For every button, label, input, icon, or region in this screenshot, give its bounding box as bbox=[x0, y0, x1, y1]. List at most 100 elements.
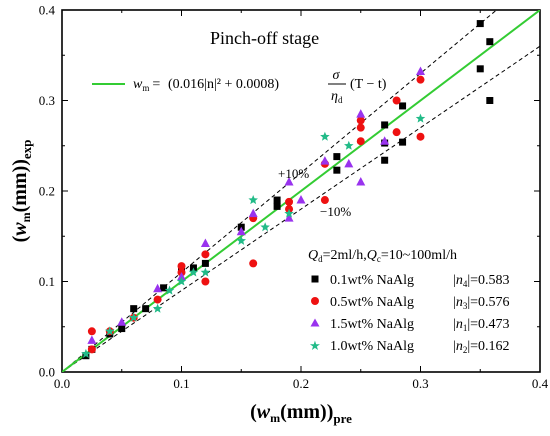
chart-title: Pinch-off stage bbox=[210, 28, 319, 48]
legend: 0.1wt% NaAlg |n4|=0.583 0.5wt% NaAlg |n3… bbox=[309, 273, 509, 355]
data-point-square bbox=[333, 153, 341, 161]
data-point-star bbox=[105, 326, 115, 336]
data-point-circle bbox=[416, 132, 425, 141]
data-point-circle bbox=[201, 250, 210, 259]
legend-series-label: 1.0wt% NaAlg bbox=[330, 339, 414, 354]
y-axis-label: (wm(mm))exp bbox=[9, 140, 34, 243]
data-point-star bbox=[152, 303, 163, 313]
data-point-square bbox=[381, 121, 389, 129]
data-point-square bbox=[486, 97, 494, 104]
fit-line bbox=[62, 10, 540, 372]
data-point-triangle bbox=[416, 66, 425, 76]
data-point-star bbox=[415, 113, 426, 123]
y-tick-label: 0.4 bbox=[39, 3, 56, 18]
x-tick-label: 0.0 bbox=[54, 376, 70, 391]
data-point-star bbox=[284, 208, 294, 218]
data-point-triangle bbox=[320, 156, 330, 165]
legend-series-label: 0.5wt% NaAlg bbox=[330, 295, 414, 310]
y-tick-label: 0.3 bbox=[39, 93, 55, 108]
data-point-star bbox=[176, 276, 187, 286]
data-point-square bbox=[130, 305, 138, 313]
x-tick-label: 0.1 bbox=[173, 376, 189, 391]
data-point-star bbox=[260, 222, 270, 232]
data-point-star bbox=[320, 131, 330, 141]
data-point-star bbox=[188, 267, 199, 277]
legend-marker-circle bbox=[311, 297, 319, 305]
data-point-circle bbox=[285, 197, 294, 206]
data-point-triangle bbox=[87, 335, 97, 344]
y-tick-label: 0.0 bbox=[39, 365, 55, 380]
band-line bbox=[62, 45, 540, 372]
data-point-square bbox=[142, 305, 150, 313]
legend-n-value: |n2|=0.162 bbox=[453, 339, 510, 355]
y-tick-label: 0.2 bbox=[39, 184, 55, 199]
data-point-triangle bbox=[236, 226, 246, 236]
data-point-square bbox=[399, 138, 407, 146]
data-point-triangle bbox=[356, 176, 366, 186]
band-label-plus: +10% bbox=[278, 166, 309, 181]
legend-n-value: |n3|=0.576 bbox=[453, 295, 510, 311]
fit-equation-num: σ bbox=[333, 68, 341, 83]
data-point-circle bbox=[87, 345, 96, 354]
data-point-circle bbox=[392, 128, 401, 137]
data-point-square bbox=[273, 202, 281, 210]
fit-equation-paren: (0.016|n|² + 0.0008) bbox=[168, 77, 279, 92]
y-tick-label: 0.1 bbox=[39, 274, 55, 289]
data-point-triangle bbox=[344, 158, 354, 168]
data-points bbox=[81, 20, 494, 360]
legend-n-value: |n4|=0.583 bbox=[453, 273, 510, 289]
x-tick-label: 0.3 bbox=[412, 376, 428, 391]
fit-equation-lhs: wm = bbox=[133, 77, 160, 93]
data-point-circle bbox=[87, 327, 96, 336]
data-point-circle bbox=[356, 137, 365, 146]
data-point-triangle bbox=[117, 317, 127, 326]
data-point-square bbox=[160, 284, 168, 292]
data-point-circle bbox=[392, 96, 401, 105]
data-point-circle bbox=[356, 116, 365, 125]
data-point-star bbox=[164, 285, 175, 295]
data-point-square bbox=[333, 166, 341, 174]
data-point-triangle bbox=[356, 109, 366, 118]
data-point-triangle bbox=[177, 271, 186, 281]
data-point-square bbox=[381, 156, 389, 164]
reference-lines bbox=[62, 10, 540, 372]
data-point-star bbox=[248, 195, 258, 205]
x-tick-label: 0.4 bbox=[532, 376, 549, 391]
data-point-star bbox=[81, 348, 91, 358]
data-point-circle bbox=[153, 295, 162, 304]
data-point-triangle bbox=[380, 136, 390, 145]
data-point-triangle bbox=[296, 195, 306, 204]
fit-equation-den: ηd bbox=[331, 89, 343, 105]
data-point-triangle bbox=[200, 238, 210, 247]
data-point-square bbox=[399, 102, 407, 110]
data-point-square bbox=[118, 325, 126, 333]
tick-marks bbox=[61, 9, 541, 373]
data-point-square bbox=[201, 259, 209, 267]
band-label-minus: −10% bbox=[320, 204, 351, 219]
conditions-text: Qd=2ml/h,Qc=10~100ml/h bbox=[308, 248, 457, 264]
band-line bbox=[62, 10, 498, 372]
data-point-star bbox=[128, 312, 139, 322]
data-point-circle bbox=[416, 75, 425, 84]
data-point-triangle bbox=[248, 208, 258, 218]
data-point-triangle bbox=[153, 283, 163, 293]
data-point-circle bbox=[177, 262, 186, 271]
data-point-square bbox=[476, 20, 484, 28]
x-axis-label: (wm(mm))pre bbox=[250, 401, 352, 426]
legend-marker-star: ★ bbox=[309, 338, 321, 353]
data-point-star bbox=[344, 140, 354, 150]
data-point-star bbox=[236, 235, 247, 245]
data-point-circle bbox=[201, 277, 210, 286]
data-point-square bbox=[476, 65, 484, 73]
x-tick-labels: 0.0 0.1 0.2 0.3 0.4 bbox=[54, 376, 549, 391]
fit-equation-tail: (T − t) bbox=[350, 77, 387, 92]
data-point-triangle bbox=[284, 176, 294, 186]
legend-series-label: 1.5wt% NaAlg bbox=[330, 317, 414, 332]
data-point-star bbox=[200, 267, 211, 277]
legend-marker-triangle bbox=[310, 318, 320, 327]
data-point-circle bbox=[320, 196, 329, 205]
data-point-circle bbox=[249, 259, 258, 268]
data-point-circle bbox=[356, 123, 365, 132]
